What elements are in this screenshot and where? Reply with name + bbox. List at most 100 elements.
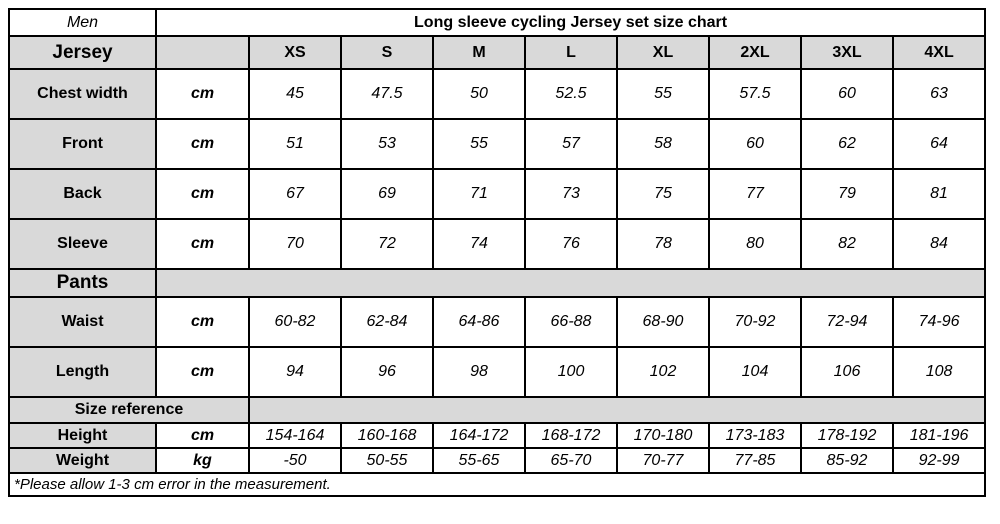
- size-header-xs: XS: [248, 35, 342, 70]
- row-label: Front: [8, 118, 157, 170]
- value-cell: 178-192: [800, 422, 894, 449]
- table-row-waist: Waist cm 60-82 62-84 64-86 66-88 68-90 7…: [8, 296, 987, 348]
- table-title: Long sleeve cycling Jersey set size char…: [154, 8, 987, 37]
- value-cell: 81: [891, 168, 987, 220]
- value-cell: 92-99: [891, 447, 987, 474]
- value-cell: 58: [616, 118, 710, 170]
- table-row-chest-width: Chest width cm 45 47.5 50 52.5 55 57.5 6…: [8, 68, 987, 120]
- value-cell: 75: [616, 168, 710, 220]
- value-cell: 60: [800, 68, 894, 120]
- value-cell: 73: [524, 168, 618, 220]
- pants-section-label: Pants: [8, 268, 157, 298]
- value-cell: 70-92: [708, 296, 802, 348]
- value-cell: 45: [248, 68, 342, 120]
- gender-cell: Men: [8, 8, 157, 37]
- table-row-front: Front cm 51 53 55 57 58 60 62 64: [8, 118, 987, 170]
- value-cell: 50-55: [340, 447, 434, 474]
- value-cell: 60: [708, 118, 802, 170]
- unit-cell: cm: [155, 68, 250, 120]
- value-cell: 72-94: [800, 296, 894, 348]
- value-cell: 84: [891, 218, 987, 270]
- value-cell: 106: [800, 346, 894, 398]
- value-cell: 55: [616, 68, 710, 120]
- table-row-sleeve: Sleeve cm 70 72 74 76 78 80 82 84: [8, 218, 987, 270]
- footnote-text: *Please allow 1-3 cm error in the measur…: [7, 472, 987, 497]
- value-cell: 62-84: [340, 296, 434, 348]
- value-cell: 64: [891, 118, 987, 170]
- unit-cell: cm: [155, 422, 250, 449]
- value-cell: 62: [800, 118, 894, 170]
- row-label: Height: [8, 422, 157, 449]
- value-cell: 79: [800, 168, 894, 220]
- value-cell: 70: [248, 218, 342, 270]
- footnote-row: *Please allow 1-3 cm error in the measur…: [7, 472, 987, 497]
- value-cell: 160-168: [340, 422, 434, 449]
- size-reference-row: Size reference: [8, 396, 987, 424]
- size-reference-spacer: [247, 396, 987, 424]
- size-header-m: M: [432, 35, 526, 70]
- size-header-row: Jersey XS S M L XL 2XL 3XL 4XL: [8, 35, 987, 70]
- value-cell: 74: [432, 218, 526, 270]
- value-cell: 57.5: [708, 68, 802, 120]
- row-label: Length: [8, 346, 157, 398]
- unit-cell: cm: [155, 346, 250, 398]
- value-cell: 100: [524, 346, 618, 398]
- table-row-length: Length cm 94 96 98 100 102 104 106 108: [8, 346, 987, 398]
- row-label: Sleeve: [8, 218, 157, 270]
- unit-cell: cm: [155, 296, 250, 348]
- size-reference-label: Size reference: [8, 396, 250, 424]
- unit-cell: kg: [155, 447, 250, 474]
- value-cell: 170-180: [616, 422, 710, 449]
- value-cell: 53: [340, 118, 434, 170]
- value-cell: 154-164: [248, 422, 342, 449]
- size-chart-table: Men Long sleeve cycling Jersey set size …: [7, 8, 987, 497]
- value-cell: 71: [432, 168, 526, 220]
- value-cell: 77-85: [708, 447, 802, 474]
- value-cell: 64-86: [432, 296, 526, 348]
- pants-section-row: Pants: [8, 268, 987, 298]
- value-cell: 96: [340, 346, 434, 398]
- value-cell: 60-82: [248, 296, 342, 348]
- value-cell: 181-196: [891, 422, 987, 449]
- value-cell: 80: [708, 218, 802, 270]
- title-row: Men Long sleeve cycling Jersey set size …: [8, 8, 987, 37]
- unit-cell: cm: [155, 168, 250, 220]
- value-cell: 164-172: [432, 422, 526, 449]
- value-cell: 82: [800, 218, 894, 270]
- value-cell: 68-90: [616, 296, 710, 348]
- row-label: Waist: [8, 296, 157, 348]
- size-header-3xl: 3XL: [800, 35, 894, 70]
- value-cell: 70-77: [616, 447, 710, 474]
- size-header-xl: XL: [616, 35, 710, 70]
- blank-header-cell: [155, 35, 250, 70]
- value-cell: -50: [248, 447, 342, 474]
- value-cell: 57: [524, 118, 618, 170]
- pants-section-spacer: [154, 268, 987, 298]
- value-cell: 69: [340, 168, 434, 220]
- value-cell: 74-96: [891, 296, 987, 348]
- value-cell: 51: [248, 118, 342, 170]
- value-cell: 55-65: [432, 447, 526, 474]
- unit-cell: cm: [155, 118, 250, 170]
- value-cell: 76: [524, 218, 618, 270]
- value-cell: 104: [708, 346, 802, 398]
- row-label: Weight: [8, 447, 157, 474]
- jersey-section-label: Jersey: [8, 35, 157, 70]
- value-cell: 72: [340, 218, 434, 270]
- value-cell: 50: [432, 68, 526, 120]
- value-cell: 98: [432, 346, 526, 398]
- size-header-l: L: [524, 35, 618, 70]
- value-cell: 78: [616, 218, 710, 270]
- value-cell: 47.5: [340, 68, 434, 120]
- row-label: Back: [8, 168, 157, 220]
- value-cell: 55: [432, 118, 526, 170]
- value-cell: 168-172: [524, 422, 618, 449]
- value-cell: 67: [248, 168, 342, 220]
- table-row-back: Back cm 67 69 71 73 75 77 79 81: [8, 168, 987, 220]
- row-label: Chest width: [8, 68, 157, 120]
- value-cell: 52.5: [524, 68, 618, 120]
- table-row-height: Height cm 154-164 160-168 164-172 168-17…: [8, 422, 987, 449]
- value-cell: 102: [616, 346, 710, 398]
- unit-cell: cm: [155, 218, 250, 270]
- table-row-weight: Weight kg -50 50-55 55-65 65-70 70-77 77…: [8, 447, 987, 474]
